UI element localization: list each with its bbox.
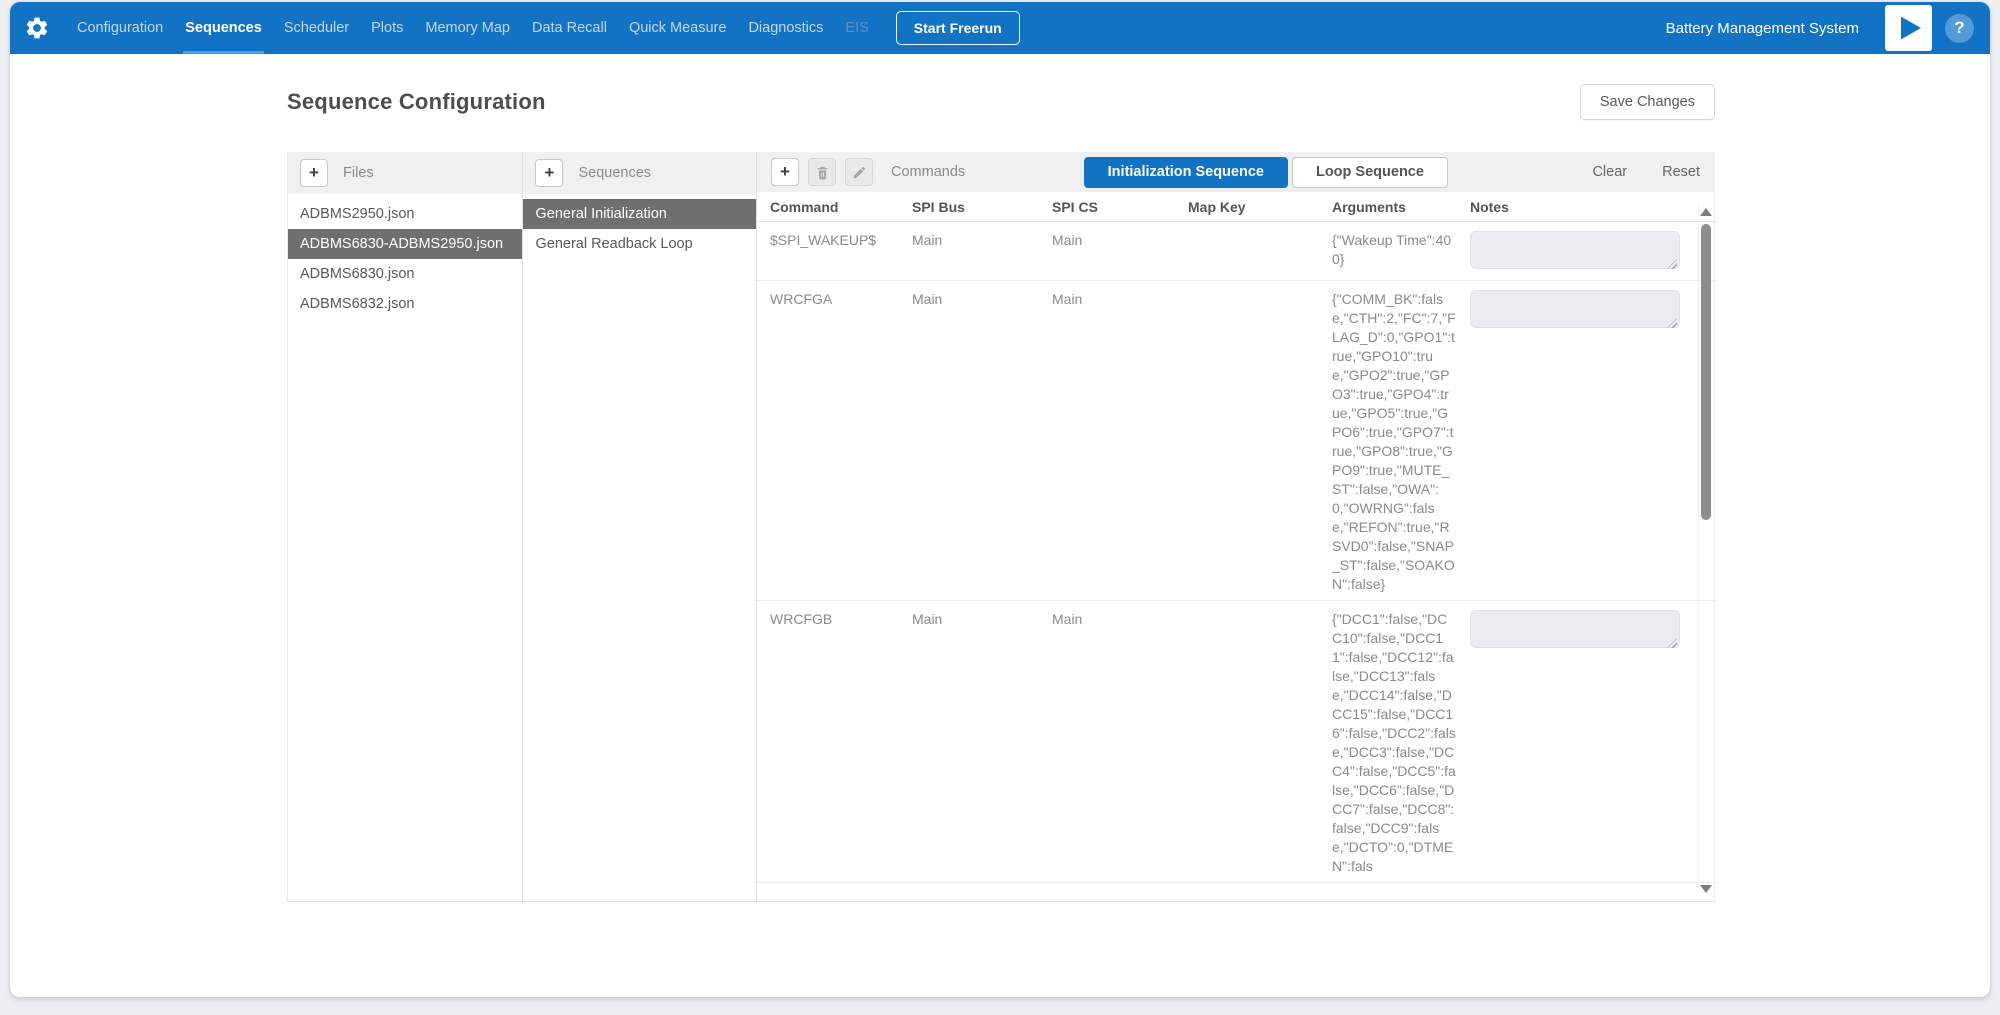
commands-table-header: Command SPI Bus SPI CS Map Key Arguments…	[757, 192, 1714, 222]
save-changes-button[interactable]: Save Changes	[1580, 84, 1715, 120]
cell-notes	[1470, 610, 1714, 653]
notes-input[interactable]	[1470, 231, 1680, 269]
cell-arguments: {"DCC1":false,"DCC10":false,"DCC11":fals…	[1332, 610, 1470, 876]
sequence-list-item[interactable]: General Initialization	[523, 199, 756, 229]
nav-item-eis[interactable]: EIS	[834, 2, 879, 54]
scroll-up-icon[interactable]	[1700, 208, 1712, 216]
column-header-notes: Notes	[1470, 199, 1714, 215]
commands-toolbar: + Commands Initialization Sequence Loop …	[757, 152, 1714, 192]
column-header-map-key: Map Key	[1188, 199, 1332, 215]
pencil-icon[interactable]	[845, 158, 873, 186]
cell-arguments: {"COMM_BK":false,"CTH":2,"FC":7,"FLAG_D"…	[1332, 290, 1470, 594]
nav-item-sequences[interactable]: Sequences	[174, 2, 273, 54]
clear-button[interactable]: Clear	[1592, 164, 1627, 180]
notes-input[interactable]	[1470, 290, 1680, 328]
nav-item-scheduler[interactable]: Scheduler	[273, 2, 360, 54]
file-list-item[interactable]: ADBMS6832.json	[288, 289, 522, 319]
nav-item-quick-measure[interactable]: Quick Measure	[618, 2, 738, 54]
sequences-list: General InitializationGeneral Readback L…	[523, 194, 756, 259]
cell-spi-bus: Main	[912, 231, 1052, 250]
cell-spi-cs: Main	[1052, 290, 1188, 309]
vertical-scrollbar[interactable]	[1698, 204, 1711, 893]
panels-row: + Files ADBMS2950.jsonADBMS6830-ADBMS295…	[287, 152, 1715, 902]
nav-item-diagnostics[interactable]: Diagnostics	[737, 2, 834, 54]
column-header-spi-cs: SPI CS	[1052, 199, 1188, 215]
cell-spi-bus: Main	[912, 290, 1052, 309]
sequence-list-item[interactable]: General Readback Loop	[523, 229, 756, 259]
sequence-tabs: Initialization Sequence Loop Sequence	[1084, 157, 1448, 188]
tab-initialization-sequence[interactable]: Initialization Sequence	[1084, 157, 1288, 188]
page-title: Sequence Configuration	[287, 89, 546, 115]
start-freerun-button[interactable]: Start Freerun	[896, 11, 1020, 45]
command-row[interactable]: WRCFGAMainMain{"COMM_BK":false,"CTH":2,"…	[757, 281, 1714, 601]
cell-command: $SPI_WAKEUP$	[770, 231, 912, 250]
play-icon[interactable]	[1885, 5, 1932, 51]
command-row[interactable]: WRCFGBMainMain{"DCC1":false,"DCC10":fals…	[757, 601, 1714, 883]
file-list-item[interactable]: ADBMS6830-ADBMS2950.json	[288, 229, 522, 259]
files-panel: + Files ADBMS2950.jsonADBMS6830-ADBMS295…	[287, 152, 522, 901]
scrollbar-thumb[interactable]	[1701, 224, 1711, 520]
help-icon[interactable]: ?	[1945, 14, 1974, 43]
navbar-right: Battery Management System ?	[1666, 2, 1990, 54]
notes-input[interactable]	[1470, 610, 1680, 648]
command-row[interactable]: $SPI_WAKEUP$MainMain{"Wakeup Time":400}	[757, 222, 1714, 281]
column-header-command: Command	[770, 199, 912, 215]
app-window: ConfigurationSequencesSchedulerPlotsMemo…	[10, 2, 1990, 997]
app-title: Battery Management System	[1666, 20, 1859, 37]
column-header-spi-bus: SPI Bus	[912, 199, 1052, 215]
nav-item-memory-map[interactable]: Memory Map	[414, 2, 521, 54]
cell-spi-cs: Main	[1052, 610, 1188, 629]
cell-notes	[1470, 290, 1714, 333]
files-list: ADBMS2950.jsonADBMS6830-ADBMS2950.jsonAD…	[288, 194, 522, 319]
add-sequence-button[interactable]: +	[535, 159, 563, 187]
scroll-down-icon[interactable]	[1700, 885, 1712, 893]
nav-items: ConfigurationSequencesSchedulerPlotsMemo…	[66, 2, 880, 54]
cell-notes	[1470, 231, 1714, 274]
tab-loop-sequence[interactable]: Loop Sequence	[1292, 157, 1448, 188]
sequences-panel-label: Sequences	[578, 165, 651, 181]
main-content: Sequence Configuration Save Changes + Fi…	[10, 54, 1990, 902]
commands-panel-label: Commands	[891, 164, 965, 180]
nav-item-data-recall[interactable]: Data Recall	[521, 2, 618, 54]
commands-panel: + Commands Initialization Sequence Loop …	[756, 152, 1715, 901]
cell-spi-bus: Main	[912, 610, 1052, 629]
file-list-item[interactable]: ADBMS2950.json	[288, 199, 522, 229]
cell-command: WRCFGB	[770, 610, 912, 629]
sequences-panel: + Sequences General InitializationGenera…	[522, 152, 756, 901]
commands-table-body: $SPI_WAKEUP$MainMain{"Wakeup Time":400}W…	[757, 222, 1714, 900]
files-panel-label: Files	[343, 165, 374, 181]
add-file-button[interactable]: +	[300, 159, 328, 187]
file-list-item[interactable]: ADBMS6830.json	[288, 259, 522, 289]
top-navbar: ConfigurationSequencesSchedulerPlotsMemo…	[10, 2, 1990, 54]
nav-item-plots[interactable]: Plots	[360, 2, 414, 54]
cell-command: WRCFGA	[770, 290, 912, 309]
cell-spi-cs: Main	[1052, 231, 1188, 250]
trash-icon[interactable]	[808, 158, 836, 186]
reset-button[interactable]: Reset	[1662, 164, 1700, 180]
add-command-button[interactable]: +	[771, 158, 799, 186]
column-header-arguments: Arguments	[1332, 199, 1470, 215]
gear-icon[interactable]	[24, 15, 50, 41]
nav-item-configuration[interactable]: Configuration	[66, 2, 174, 54]
cell-arguments: {"Wakeup Time":400}	[1332, 231, 1470, 269]
